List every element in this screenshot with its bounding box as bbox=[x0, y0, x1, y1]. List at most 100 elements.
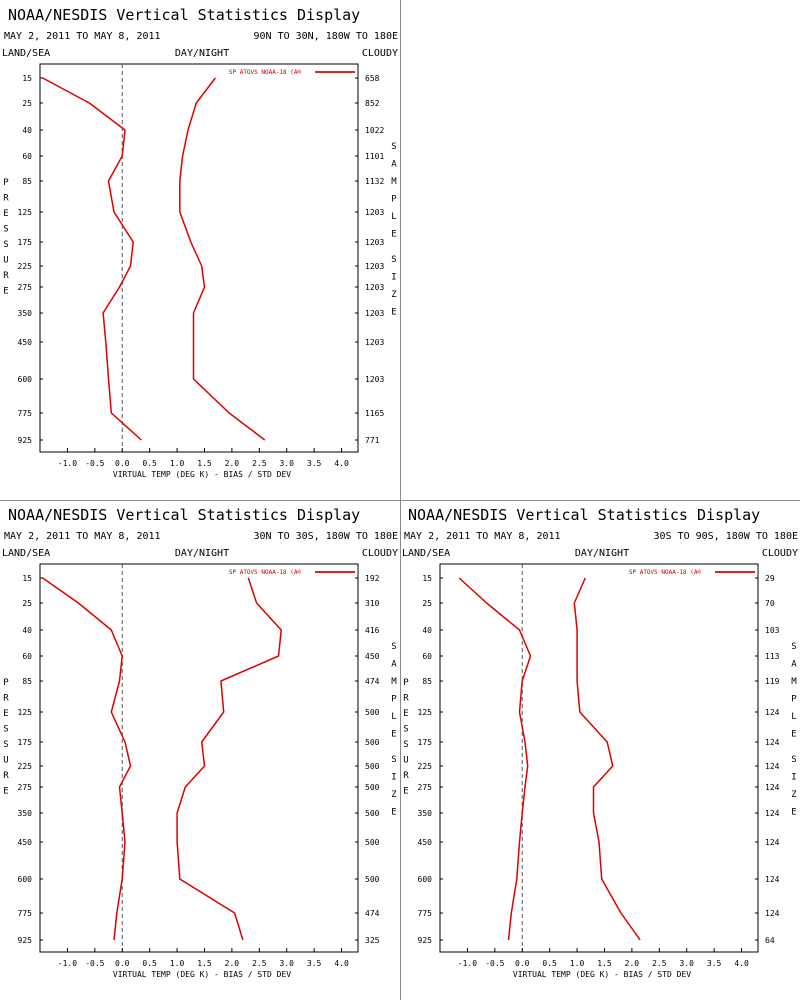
pressure-axis-letter: R bbox=[3, 194, 9, 204]
pressure-axis-letter: E bbox=[3, 287, 8, 297]
sample-size-label: 124 bbox=[765, 875, 780, 884]
x-tick-label: 2.0 bbox=[625, 959, 640, 968]
sample-size-axis-letter: L bbox=[391, 712, 396, 722]
sample-size-label: 124 bbox=[765, 909, 780, 918]
pressure-level-label: 225 bbox=[18, 762, 33, 771]
x-tick-label: 3.0 bbox=[679, 959, 694, 968]
chart-title: NOAA/NESDIS Vertical Statistics Display bbox=[408, 506, 760, 524]
pressure-level-label: 15 bbox=[422, 574, 432, 583]
sample-size-axis-letter: S bbox=[391, 255, 396, 265]
sample-size-label: 325 bbox=[365, 936, 380, 945]
sample-size-axis-letter: L bbox=[791, 712, 796, 722]
pressure-axis-letter: E bbox=[3, 787, 8, 797]
sample-size-axis-letter: S bbox=[391, 142, 396, 152]
pressure-axis-letter: R bbox=[3, 271, 9, 281]
sample-size-axis-letter: P bbox=[391, 195, 397, 205]
x-tick-label: 1.5 bbox=[197, 459, 212, 468]
sample-size-label: 124 bbox=[765, 708, 780, 717]
pressure-axis-letter: E bbox=[403, 787, 408, 797]
sample-size-axis-letter: E bbox=[391, 808, 396, 818]
pressure-level-label: 175 bbox=[418, 738, 433, 747]
x-tick-label: 2.0 bbox=[225, 959, 240, 968]
sample-size-label: 1022 bbox=[365, 126, 384, 135]
chart-svg: NOAA/NESDIS Vertical Statistics Display M… bbox=[2, 6, 398, 479]
x-tick-label: 1.5 bbox=[597, 959, 612, 968]
sample-size-axis-letter: L bbox=[391, 212, 396, 222]
sample-size-axis-letter: S bbox=[391, 755, 396, 765]
sample-size-label: 500 bbox=[365, 738, 380, 747]
sample-size-axis-letter: Z bbox=[391, 290, 397, 300]
x-tick-label: 1.0 bbox=[170, 459, 185, 468]
chart-svg: NOAA/NESDIS Vertical Statistics Display M… bbox=[402, 506, 798, 979]
sample-size-label: 500 bbox=[365, 783, 380, 792]
x-tick-label: 4.0 bbox=[334, 459, 349, 468]
x-tick-label: 3.0 bbox=[279, 459, 294, 468]
x-tick-label: 2.5 bbox=[252, 459, 267, 468]
pressure-level-label: 600 bbox=[18, 375, 33, 384]
date-range: MAY 2, 2011 TO MAY 8, 2011 bbox=[4, 531, 161, 542]
pressure-level-label: 125 bbox=[418, 708, 433, 717]
pressure-level-label: 925 bbox=[18, 936, 33, 945]
bias-line bbox=[458, 577, 532, 941]
land-sea-label: LAND/SEA bbox=[402, 548, 450, 559]
x-tick-label: 0.5 bbox=[142, 959, 157, 968]
sample-size-label: 500 bbox=[365, 762, 380, 771]
sample-size-axis-letter: A bbox=[791, 660, 797, 670]
sample-size-axis-letter: E bbox=[791, 808, 796, 818]
sample-size-label: 500 bbox=[365, 838, 380, 847]
x-tick-label: 2.5 bbox=[252, 959, 267, 968]
date-range: MAY 2, 2011 TO MAY 8, 2011 bbox=[404, 531, 561, 542]
pressure-axis-letter: E bbox=[403, 709, 408, 719]
sample-size-label: 124 bbox=[765, 809, 780, 818]
plot-frame bbox=[39, 63, 359, 453]
pressure-level-label: 15 bbox=[22, 74, 32, 83]
sample-size-label: 124 bbox=[765, 738, 780, 747]
pressure-axis-letter: S bbox=[3, 240, 8, 250]
pressure-level-label: 85 bbox=[22, 177, 32, 186]
pressure-axis-letter: S bbox=[403, 740, 408, 750]
sample-size-label: 124 bbox=[765, 838, 780, 847]
pressure-level-label: 15 bbox=[22, 574, 32, 583]
pressure-level-label: 775 bbox=[418, 909, 433, 918]
pressure-level-label: 275 bbox=[18, 783, 33, 792]
sample-size-axis-letter: S bbox=[791, 642, 796, 652]
pressure-axis-letter: E bbox=[3, 709, 8, 719]
bias-line bbox=[42, 577, 132, 941]
pressure-level-label: 125 bbox=[18, 208, 33, 217]
pressure-level-label: 25 bbox=[22, 99, 32, 108]
sample-size-axis-letter: P bbox=[391, 695, 397, 705]
sample-size-label: 192 bbox=[365, 574, 380, 583]
sample-size-label: 450 bbox=[365, 652, 380, 661]
sample-size-label: 474 bbox=[365, 909, 380, 918]
x-tick-label: 3.0 bbox=[279, 959, 294, 968]
x-axis-label: VIRTUAL TEMP (DEG K) - BIAS / STD DEV bbox=[513, 970, 691, 979]
pressure-level-label: 60 bbox=[22, 152, 32, 161]
chart-panel-south: NOAA/NESDIS Vertical Statistics Display M… bbox=[400, 500, 800, 1000]
sample-size-label: 474 bbox=[365, 677, 380, 686]
sample-size-axis-letter: M bbox=[391, 677, 397, 687]
pressure-level-label: 40 bbox=[22, 626, 32, 635]
chart-panel-north: NOAA/NESDIS Vertical Statistics Display M… bbox=[0, 0, 400, 500]
chart-title: NOAA/NESDIS Vertical Statistics Display bbox=[8, 506, 360, 524]
pressure-axis-letter: U bbox=[3, 756, 8, 766]
sample-size-label: 310 bbox=[365, 599, 380, 608]
pressure-axis-letter: S bbox=[3, 225, 8, 235]
sample-size-label: 124 bbox=[765, 762, 780, 771]
x-axis-label: VIRTUAL TEMP (DEG K) - BIAS / STD DEV bbox=[113, 470, 291, 479]
x-tick-label: 0.5 bbox=[142, 459, 157, 468]
sample-size-label: 500 bbox=[365, 809, 380, 818]
pressure-level-label: 600 bbox=[18, 875, 33, 884]
pressure-level-label: 350 bbox=[18, 809, 33, 818]
legend-label: SP ATOVS NOAA-18 (A® bbox=[229, 569, 302, 576]
x-tick-label: 3.5 bbox=[707, 959, 722, 968]
sample-size-label: 29 bbox=[765, 574, 775, 583]
sample-size-axis-letter: I bbox=[391, 773, 396, 783]
pressure-level-label: 85 bbox=[22, 677, 32, 686]
std-dev-line bbox=[179, 77, 266, 441]
date-range: MAY 2, 2011 TO MAY 8, 2011 bbox=[4, 31, 161, 42]
pressure-axis-letter: R bbox=[3, 771, 9, 781]
pressure-level-label: 275 bbox=[18, 283, 33, 292]
